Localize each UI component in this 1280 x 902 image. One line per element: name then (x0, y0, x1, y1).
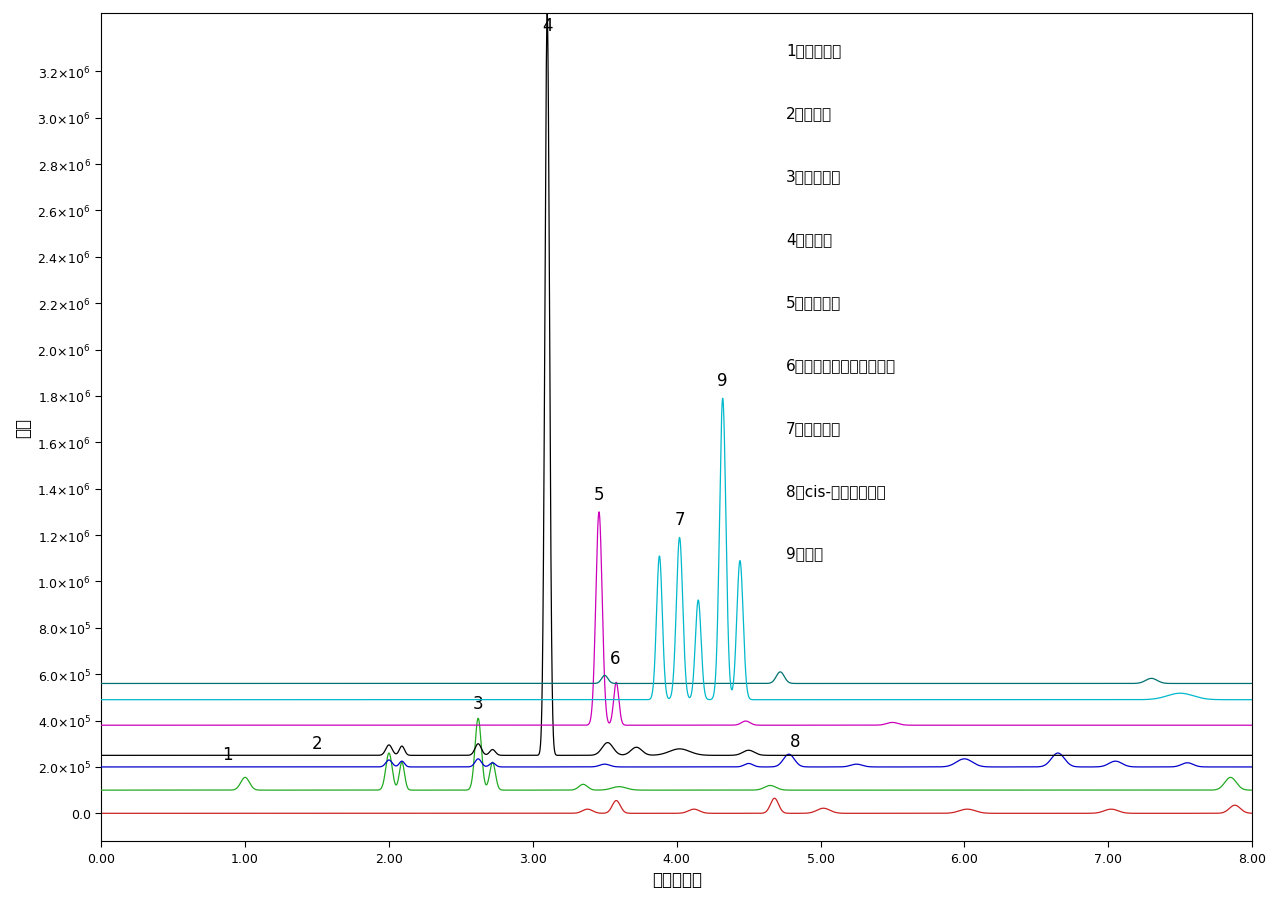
X-axis label: 時間（分）: 時間（分） (652, 870, 701, 888)
Text: 5：コハク酸: 5：コハク酸 (786, 295, 841, 309)
Y-axis label: 強度: 強度 (14, 418, 32, 437)
Text: 6：トランスアコニット酸: 6：トランスアコニット酸 (786, 357, 896, 373)
Text: 2: 2 (312, 734, 323, 752)
Text: 3：クエン酸: 3：クエン酸 (786, 169, 841, 184)
Text: 1: 1 (223, 746, 233, 764)
Text: 8: 8 (790, 732, 800, 750)
Text: 9：乳酸: 9：乳酸 (786, 546, 823, 561)
Text: 9: 9 (718, 372, 728, 390)
Text: 1：シキミ酸: 1：シキミ酸 (786, 43, 841, 59)
Text: 3: 3 (472, 695, 484, 713)
Text: 2：キナ酸: 2：キナ酸 (786, 106, 832, 121)
Text: 8：cis-アコニット酸: 8：cis-アコニット酸 (786, 483, 886, 498)
Text: 7：リンゴ酸: 7：リンゴ酸 (786, 420, 841, 436)
Text: 4：酒石酸: 4：酒石酸 (786, 232, 832, 247)
Text: 4: 4 (541, 17, 553, 35)
Text: 6: 6 (609, 649, 620, 667)
Text: 7: 7 (675, 511, 685, 529)
Text: 5: 5 (594, 485, 604, 503)
